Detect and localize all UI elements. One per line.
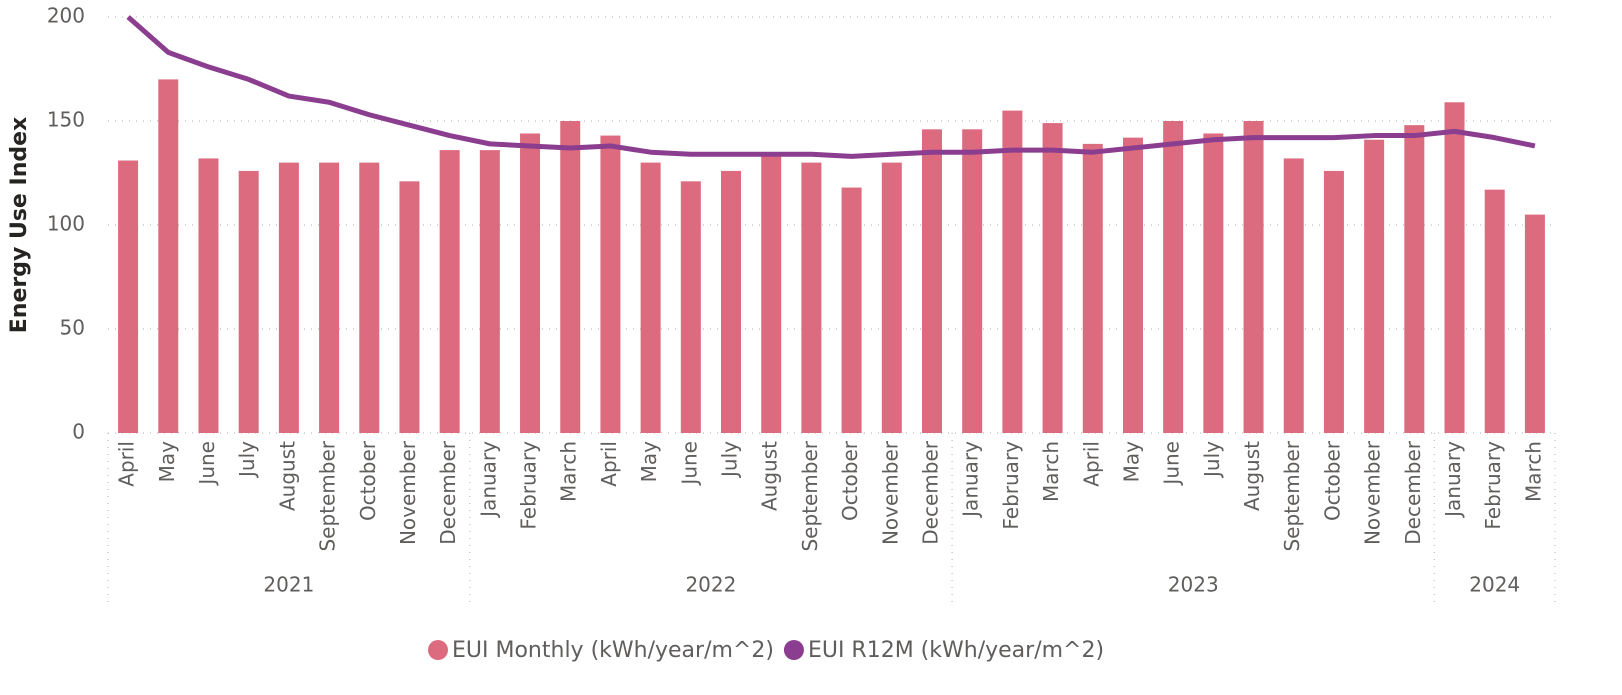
bar xyxy=(198,158,219,433)
bar xyxy=(158,79,179,434)
legend-marker xyxy=(783,640,804,660)
bar xyxy=(1163,121,1184,433)
x-tick-label: May xyxy=(637,441,661,483)
x-tick-label: July xyxy=(718,441,742,479)
bar xyxy=(359,162,380,433)
legend-label: EUI R12M (kWh/year/m^2) xyxy=(808,638,1104,663)
bar xyxy=(1203,133,1224,434)
bar xyxy=(560,121,581,433)
year-label: 2023 xyxy=(1168,573,1219,597)
y-tick-label: 50 xyxy=(60,316,85,340)
bar xyxy=(921,129,942,433)
x-tick-label: February xyxy=(517,441,541,530)
x-tick-label: July xyxy=(1200,441,1224,479)
bar xyxy=(1323,170,1344,434)
x-tick-label: January xyxy=(476,441,500,519)
x-tick-label: June xyxy=(195,441,219,487)
year-label: 2021 xyxy=(263,573,314,597)
x-tick-label: November xyxy=(1361,440,1385,545)
bar xyxy=(721,170,742,434)
x-tick-label: July xyxy=(235,441,259,479)
x-tick-label: June xyxy=(677,441,701,487)
bar xyxy=(399,181,420,433)
x-tick-label: August xyxy=(275,441,299,511)
year-label: 2022 xyxy=(685,573,736,597)
x-tick-label: September xyxy=(1280,440,1304,551)
y-axis-title: Energy Use Index xyxy=(7,117,32,333)
x-tick-label: March xyxy=(1039,441,1063,502)
bar xyxy=(640,162,661,433)
bar xyxy=(761,154,782,433)
bar xyxy=(841,187,862,433)
x-tick-label: March xyxy=(557,441,581,502)
bar xyxy=(600,135,621,433)
x-tick-label: November xyxy=(396,440,420,545)
x-tick-label: October xyxy=(1320,440,1344,521)
line xyxy=(126,15,1536,159)
x-tick-label: January xyxy=(1441,441,1465,519)
bar xyxy=(1042,123,1063,433)
bar xyxy=(801,162,822,433)
bar xyxy=(881,162,902,433)
year-label: 2024 xyxy=(1469,573,1520,597)
x-tick-label: April xyxy=(115,441,139,487)
bar xyxy=(278,162,299,433)
x-tick-label: December xyxy=(1401,440,1425,544)
bar xyxy=(1364,139,1385,433)
x-tick-label: April xyxy=(1079,441,1103,487)
x-tick-label: February xyxy=(1481,441,1505,530)
bar xyxy=(962,129,983,433)
x-tick-label: May xyxy=(155,441,179,483)
bar xyxy=(1122,137,1143,433)
bar xyxy=(680,181,701,433)
bar xyxy=(319,162,340,433)
x-tick-label: February xyxy=(999,441,1023,530)
bar xyxy=(1484,189,1505,433)
y-tick-label: 100 xyxy=(47,212,85,236)
x-tick-label: August xyxy=(758,441,782,511)
bar xyxy=(439,150,460,433)
legend-label: EUI Monthly (kWh/year/m^2) xyxy=(452,638,774,663)
x-tick-label: October xyxy=(838,440,862,521)
y-tick-label: 200 xyxy=(47,4,85,28)
x-tick-label: March xyxy=(1521,441,1545,502)
bar xyxy=(520,133,541,434)
x-tick-label: October xyxy=(356,440,380,521)
bar xyxy=(1243,121,1264,433)
bar xyxy=(118,160,139,433)
x-tick-label: December xyxy=(918,440,942,544)
y-tick-label: 0 xyxy=(72,420,85,444)
legend-marker xyxy=(428,640,448,660)
bar xyxy=(1524,214,1545,433)
x-tick-label: January xyxy=(959,441,983,519)
bar xyxy=(479,150,500,433)
bar xyxy=(238,170,259,434)
x-tick-label: April xyxy=(597,441,621,487)
bar xyxy=(1283,158,1304,433)
bar xyxy=(1404,125,1425,433)
y-tick-label: 150 xyxy=(47,108,85,132)
x-tick-label: June xyxy=(1160,441,1184,487)
x-tick-label: November xyxy=(878,440,902,545)
x-tick-label: August xyxy=(1240,441,1264,511)
x-tick-label: December xyxy=(436,440,460,544)
bar xyxy=(1444,102,1465,433)
x-tick-label: May xyxy=(1119,441,1143,483)
x-tick-label: September xyxy=(316,440,340,551)
bar xyxy=(1082,143,1103,433)
bar xyxy=(1002,110,1023,433)
x-tick-label: September xyxy=(798,440,822,551)
